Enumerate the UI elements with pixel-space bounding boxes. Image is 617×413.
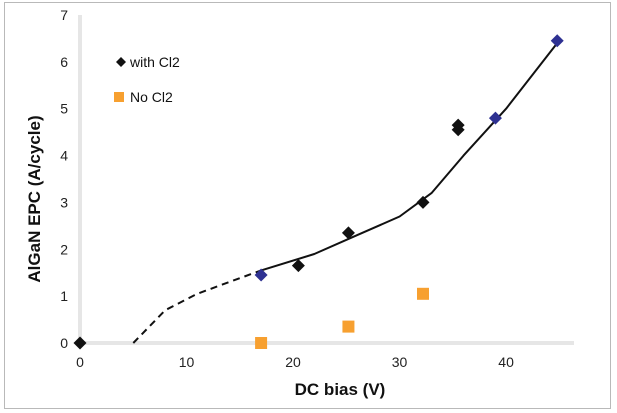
legend-label-with-cl2: with Cl2 [129,54,180,70]
data-point-series-0 [291,259,305,273]
x-tick-label: 10 [179,354,195,370]
legend-label-no-cl2: No Cl2 [130,89,173,105]
y-tick-label: 4 [60,148,68,164]
y-tick-label: 5 [60,101,68,117]
legend-marker-with-cl2 [116,57,126,67]
x-axis-title: DC bias (V) [295,380,386,399]
axes [78,15,574,345]
x-tick-label: 0 [76,354,84,370]
y-tick-label: 2 [60,241,68,257]
data-point-series-1 [550,34,564,48]
data-point-series-2 [342,320,355,333]
data-point-series-2 [417,287,429,300]
data-point-series-0 [416,195,430,209]
trend-line-dashed [132,269,262,344]
data-point-series-0 [73,336,87,350]
data-point-series-0 [341,226,355,240]
x-tick-label: 20 [285,354,301,370]
x-tick-labels: 0 10 20 30 40 [76,354,514,370]
y-tick-label: 3 [60,194,68,210]
legend-box [86,38,198,114]
y-tick-label: 0 [60,335,68,351]
y-tick-label: 7 [60,7,68,23]
data-point-series-0 [451,118,465,132]
x-tick-label: 40 [498,354,514,370]
y-axis-title: AlGaN EPC (A/cycle) [25,115,44,282]
x-tick-label: 30 [392,354,408,370]
y-tick-label: 1 [60,288,68,304]
data-point-series-1 [488,111,502,125]
legend-marker-no-cl2 [114,92,124,102]
y-tick-label: 6 [60,54,68,70]
data-points [73,34,564,350]
y-tick-labels: 0 1 2 3 4 5 6 7 [60,7,68,351]
data-point-series-2 [255,337,268,349]
trend-line-solid [260,42,558,272]
legend: with Cl2 No Cl2 [86,38,198,114]
data-point-series-1 [254,268,268,282]
